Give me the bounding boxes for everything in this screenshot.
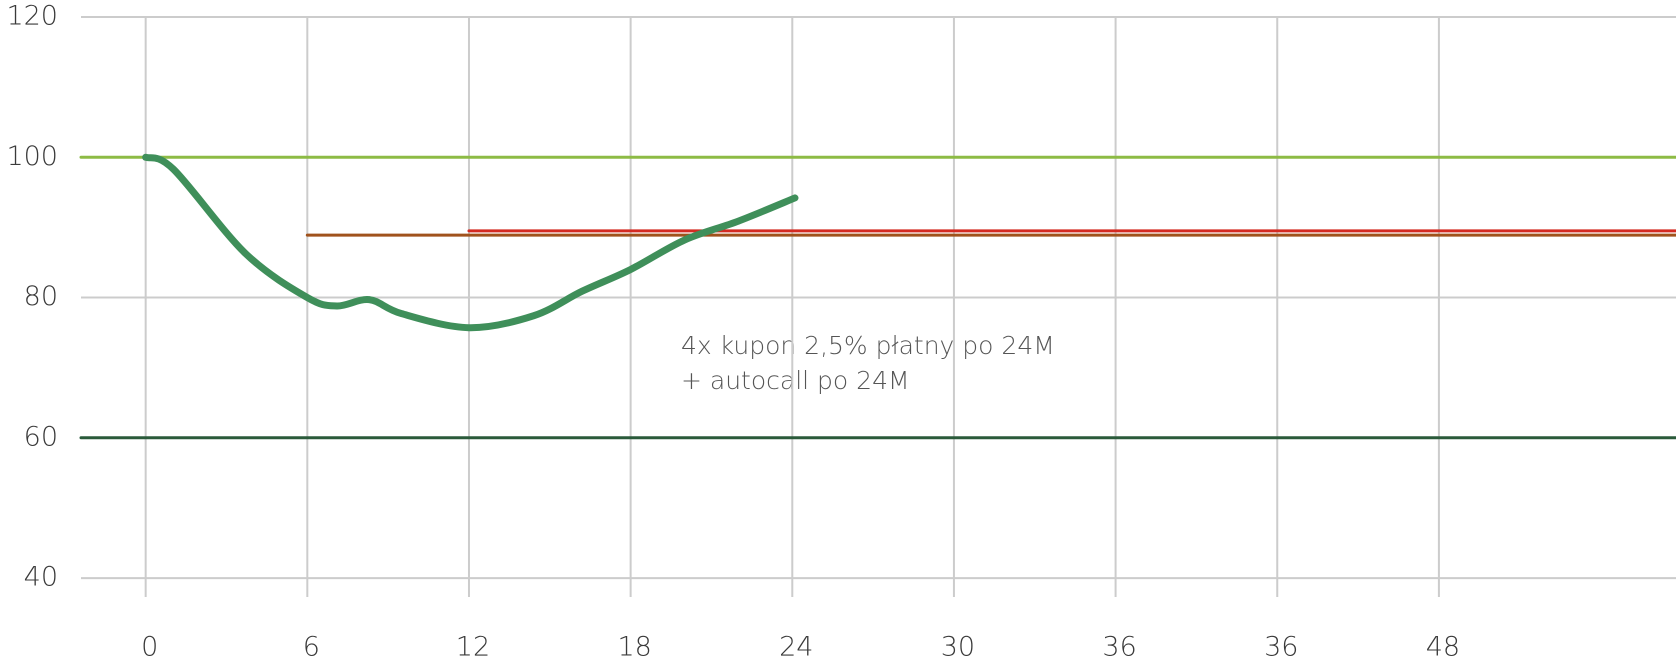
price-line bbox=[142, 153, 799, 332]
x-tick-label: 30 bbox=[941, 632, 975, 659]
y-tick-label: 40 bbox=[24, 562, 58, 593]
x-tick-label: 0 bbox=[141, 632, 158, 659]
y-tick-label: 60 bbox=[24, 421, 58, 452]
y-tick-label: 100 bbox=[6, 141, 58, 172]
y-tick-label: 120 bbox=[6, 1, 58, 32]
annotation: 4x kupon 2,5% płatny po 24M bbox=[681, 331, 1055, 360]
x-tick-label: 48 bbox=[1426, 632, 1460, 659]
x-tick-label: 6 bbox=[303, 632, 320, 659]
x-tick-label: 12 bbox=[456, 632, 490, 659]
x-tick-label: 36 bbox=[1264, 632, 1298, 659]
annotation: + autocall po 24M bbox=[681, 366, 910, 395]
x-tick-label: 36 bbox=[1102, 632, 1136, 659]
x-tick-label: 24 bbox=[779, 632, 813, 659]
y-tick-label: 80 bbox=[24, 281, 58, 312]
x-tick-label: 18 bbox=[617, 632, 651, 659]
